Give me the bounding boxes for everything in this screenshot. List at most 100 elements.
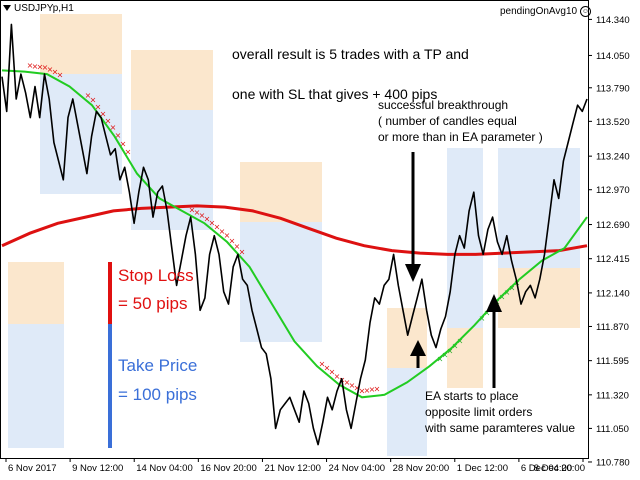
annotation-arrows	[405, 152, 502, 388]
triangle-down-icon[interactable]	[3, 5, 11, 11]
order-marker: ×	[110, 123, 117, 132]
chart-frame	[0, 0, 589, 459]
order-marker: ×	[452, 342, 459, 351]
y-tick-label: 112.690	[596, 220, 630, 231]
result-line-2: one with SL that gives + 400 pips	[232, 86, 438, 102]
y-tick-label: 111.320	[596, 390, 629, 401]
order-marker: ×	[329, 368, 336, 377]
y-axis: 114.340 114.050 113.790 113.520 113.240 112.9…	[588, 15, 630, 468]
order-marker: ×	[229, 236, 236, 245]
x-tick-label: 28 Nov 20:00	[393, 463, 450, 474]
breakthrough-arrow-head	[405, 264, 421, 282]
x-tick-label: 8 Dec 20:00	[534, 463, 585, 474]
y-tick-label: 111.870	[596, 322, 629, 333]
x-tick-label: 14 Nov 04:00	[136, 463, 193, 474]
order-marker: ×	[125, 148, 132, 157]
stop-loss-zone	[387, 308, 427, 368]
order-marker: ×	[239, 248, 246, 257]
order-marker: ×	[47, 65, 54, 74]
ea-arrow-right-head	[486, 294, 502, 312]
x-tick-label: 21 Nov 12:00	[264, 463, 321, 474]
chart-header: USDJPYp,H1	[3, 3, 74, 14]
order-marker: ×	[204, 214, 211, 223]
order-marker: ×	[369, 385, 376, 394]
order-marker: ×	[42, 63, 49, 72]
stop-loss-zone	[8, 262, 64, 324]
x-tick-label: 6 Nov 2017	[8, 463, 57, 474]
indicator-name: pendingOnAvg10	[500, 6, 578, 18]
order-marker: ×	[120, 139, 127, 148]
stop-loss-bar	[108, 262, 112, 324]
order-marker: ×	[27, 61, 34, 70]
order-marker: ×	[219, 227, 226, 236]
trade-zones	[8, 14, 580, 456]
y-tick-label: 113.520	[596, 117, 630, 128]
y-tick-label: 110.780	[596, 457, 630, 468]
y-tick-label: 113.790	[596, 83, 630, 94]
stop-loss-zone	[498, 268, 580, 328]
order-marker: ×	[504, 288, 511, 297]
ea-arrow-left-head	[410, 340, 426, 356]
y-tick-label: 114.050	[596, 51, 630, 62]
order-marker: ×	[214, 223, 221, 232]
order-marker: ×	[334, 372, 341, 381]
order-marker: ×	[319, 359, 326, 368]
order-marker: ×	[509, 283, 516, 292]
order-marker: ×	[479, 314, 486, 323]
order-marker: ×	[194, 208, 201, 217]
y-tick-label: 112.415	[596, 254, 630, 265]
order-marker: ×	[115, 131, 122, 140]
stop-loss-zone	[40, 14, 122, 74]
order-marker: ×	[189, 205, 196, 214]
y-tick-label: 112.970	[596, 185, 630, 196]
take-profit-zone	[8, 324, 64, 448]
order-marker: ×	[484, 308, 491, 317]
y-tick-label: 111.050	[596, 424, 629, 435]
x-tick-label: 24 Nov 04:00	[329, 463, 386, 474]
order-marker: ×	[37, 62, 44, 71]
order-marker: ×	[354, 384, 361, 393]
y-tick-label: 111.595	[596, 356, 629, 367]
order-marker: ×	[374, 385, 381, 394]
order-marker: ×	[209, 219, 216, 228]
order-marker: ×	[100, 109, 107, 118]
order-marker: ×	[95, 102, 102, 111]
take-price-bar	[108, 324, 112, 448]
legend-bars	[108, 262, 112, 448]
order-marker: ×	[52, 68, 59, 77]
x-tick-label: 9 Nov 12:00	[72, 463, 123, 474]
order-marker: ×	[457, 337, 464, 346]
take-price-label: Take Price	[118, 356, 198, 375]
stop-loss-zone	[240, 162, 322, 222]
order-marker: ×	[105, 116, 112, 125]
y-tick-label: 114.340	[596, 15, 630, 26]
take-profit-zone	[240, 222, 322, 342]
x-axis: 6 Nov 2017 9 Nov 12:00 14 Nov 04:00 16 Nov …	[5, 458, 585, 474]
x-tick-label: 1 Dec 12:00	[457, 463, 508, 474]
smiley-icon[interactable]: ☺	[579, 6, 591, 17]
order-marker: ×	[324, 364, 331, 373]
order-marker: ×	[447, 346, 454, 355]
ma-slow-line	[1, 204, 588, 256]
y-tick-label: 112.140	[596, 288, 630, 299]
order-marker: ×	[85, 91, 92, 100]
order-marker: ×	[499, 293, 506, 302]
symbol-title: USDJPYp,H1	[14, 3, 74, 14]
indicator-label: pendingOnAvg10 ☺	[500, 6, 591, 17]
result-line-1: overall result is 5 trades with a TP and	[232, 46, 469, 62]
breakthrough-annotation: successful breakthrough ( number of cand…	[378, 98, 543, 144]
x-tick-label: 16 Nov 20:00	[200, 463, 257, 474]
order-marker: ×	[57, 70, 64, 79]
stop-loss-zone	[447, 328, 483, 388]
order-marker: ×	[90, 96, 97, 105]
order-marker: ×	[437, 355, 444, 364]
order-marker: ×	[442, 350, 449, 359]
order-marker: ×	[32, 62, 39, 71]
x-tick-label: 6 Dec 04:00	[521, 463, 572, 474]
ea-orders-annotation: EA starts to place opposite limit orders…	[425, 389, 576, 435]
price-line	[1, 23, 588, 446]
stop-loss-value: = 50 pips	[118, 294, 188, 313]
result-annotation: overall result is 5 trades with a TP and…	[232, 24, 469, 124]
order-marker: ×	[344, 378, 351, 387]
